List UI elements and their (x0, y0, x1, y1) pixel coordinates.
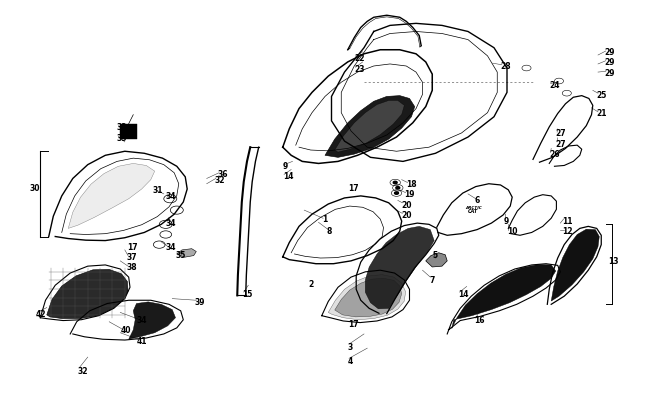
Text: CAT: CAT (468, 209, 478, 214)
Polygon shape (365, 227, 434, 309)
Polygon shape (68, 164, 155, 229)
Text: 15: 15 (242, 289, 253, 298)
Text: 5: 5 (432, 251, 437, 260)
Text: 29: 29 (604, 48, 615, 57)
Circle shape (395, 192, 398, 195)
Text: 13: 13 (608, 257, 618, 266)
Polygon shape (325, 96, 415, 158)
Text: 32: 32 (117, 123, 127, 132)
Text: 23: 23 (354, 64, 365, 73)
Text: 38: 38 (127, 263, 137, 272)
Text: 21: 21 (597, 109, 607, 118)
Text: 39: 39 (195, 297, 205, 306)
Text: 32: 32 (214, 176, 225, 185)
Text: 4: 4 (348, 356, 353, 365)
Text: 40: 40 (120, 326, 131, 335)
Polygon shape (452, 265, 556, 329)
Text: 17: 17 (348, 320, 358, 328)
Text: 14: 14 (458, 289, 469, 298)
Circle shape (396, 187, 400, 190)
Text: 16: 16 (474, 315, 485, 324)
Text: 29: 29 (604, 68, 615, 77)
Text: 20: 20 (401, 200, 411, 209)
Text: 42: 42 (36, 309, 46, 318)
Text: 30: 30 (29, 184, 40, 193)
Text: 33: 33 (117, 133, 127, 142)
Text: 10: 10 (507, 226, 517, 235)
Text: 24: 24 (549, 81, 560, 90)
Text: 34: 34 (136, 315, 147, 324)
Text: 37: 37 (127, 253, 137, 262)
Text: 34: 34 (166, 218, 176, 227)
Text: 29: 29 (604, 58, 615, 67)
Text: 26: 26 (549, 149, 560, 158)
Text: 11: 11 (562, 216, 573, 225)
Text: 35: 35 (176, 251, 186, 260)
Text: 32: 32 (78, 366, 88, 375)
Text: 1: 1 (322, 214, 327, 223)
Text: 36: 36 (218, 170, 228, 179)
Text: 19: 19 (404, 190, 415, 199)
Text: 14: 14 (283, 172, 293, 181)
Text: 17: 17 (127, 243, 137, 252)
Text: 27: 27 (556, 129, 566, 138)
Text: 34: 34 (166, 243, 176, 252)
Text: 22: 22 (354, 54, 365, 63)
Text: 31: 31 (153, 186, 163, 195)
Polygon shape (177, 249, 196, 258)
Text: 18: 18 (406, 180, 417, 189)
Polygon shape (47, 270, 128, 319)
Text: 28: 28 (500, 62, 511, 71)
Text: 41: 41 (136, 336, 147, 345)
Bar (120, 124, 136, 140)
Text: 34: 34 (166, 192, 176, 201)
Text: 8: 8 (327, 226, 332, 235)
Text: 3: 3 (348, 342, 353, 351)
Circle shape (393, 182, 397, 184)
Polygon shape (129, 302, 176, 339)
Text: 9: 9 (283, 162, 288, 171)
Text: 2: 2 (309, 279, 314, 288)
Text: 27: 27 (556, 139, 566, 148)
Text: 25: 25 (597, 91, 607, 100)
Polygon shape (335, 279, 402, 317)
Polygon shape (328, 275, 406, 320)
Polygon shape (335, 101, 404, 153)
Text: 17: 17 (348, 184, 358, 193)
Polygon shape (426, 253, 447, 267)
Polygon shape (551, 230, 599, 301)
Text: 9: 9 (504, 216, 509, 225)
Text: 6: 6 (474, 196, 480, 205)
Text: 12: 12 (562, 226, 573, 235)
Text: 20: 20 (401, 210, 411, 219)
Text: ARCTIC: ARCTIC (465, 205, 482, 209)
Text: 7: 7 (429, 275, 434, 284)
